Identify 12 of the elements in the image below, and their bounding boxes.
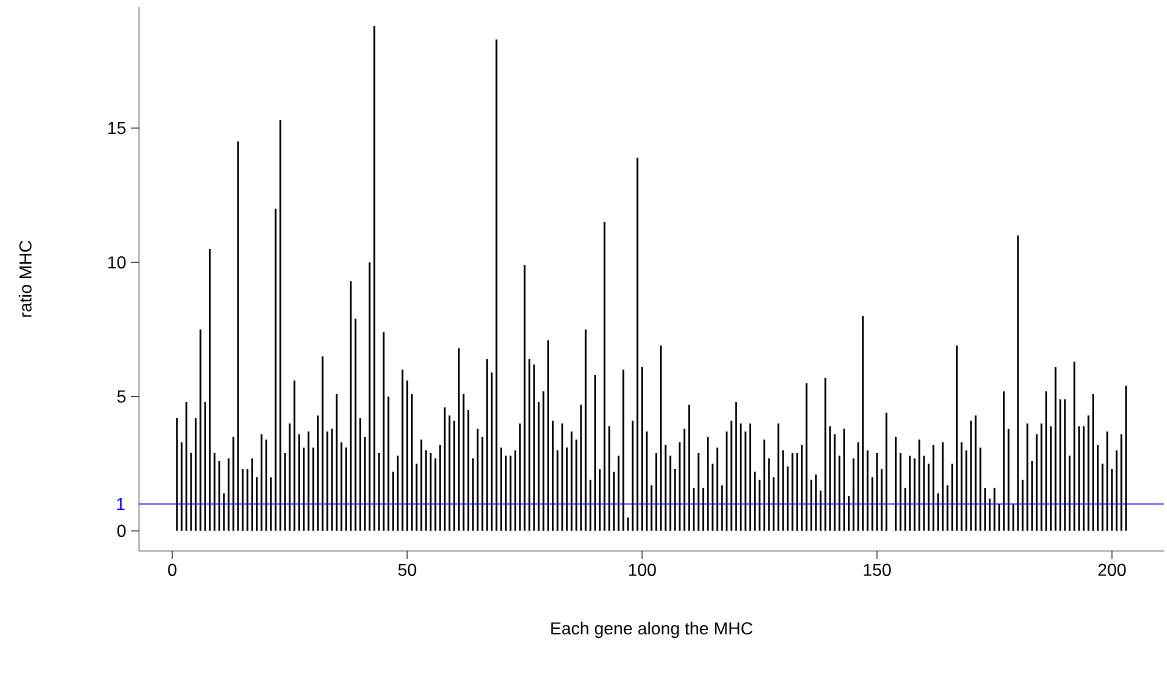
x-axis-title: Each gene along the MHC <box>551 621 753 638</box>
x-tick-label: 150 <box>863 563 891 576</box>
x-tick-label: 200 <box>1098 563 1126 576</box>
y-tick-label: 10 <box>108 256 126 269</box>
y-tick-label: 5 <box>117 390 126 403</box>
y-tick-label: 0 <box>117 524 126 537</box>
x-tick-label: 50 <box>398 563 417 576</box>
y-axis-title: ratio MHC <box>18 240 32 317</box>
y-tick-label: 15 <box>108 122 126 135</box>
x-tick-label: 0 <box>168 563 177 576</box>
ref-line-label: 1 <box>117 498 125 510</box>
x-tick-label: 100 <box>628 563 656 576</box>
